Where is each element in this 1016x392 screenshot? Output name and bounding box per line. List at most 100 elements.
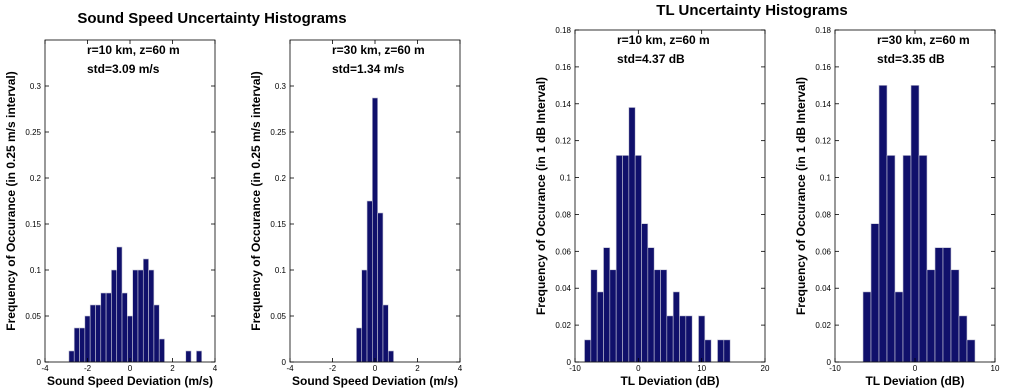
histogram-bar — [723, 339, 731, 363]
x-tick-label: 2 — [415, 364, 420, 373]
histogram-bar — [95, 304, 102, 363]
histogram-bar — [704, 339, 712, 363]
annotation-line: r=30 km, z=60 m — [877, 33, 970, 47]
histogram-bar — [672, 291, 680, 363]
histogram-bar — [158, 338, 165, 363]
histogram-bar — [84, 315, 91, 363]
histogram-bar — [647, 247, 655, 363]
histogram-bar — [894, 291, 904, 363]
y-tick-label: 0.1 — [30, 266, 42, 275]
histogram-bar — [950, 269, 960, 363]
histogram-bar — [361, 269, 368, 363]
histogram-bar — [910, 85, 920, 363]
x-tick-label: 10 — [991, 364, 1000, 373]
histogram-tl-r30: -10 0 1000.020.040.060.080.10.120.140.160.… — [794, 26, 1000, 388]
y-tick-label: 0.16 — [815, 63, 831, 72]
annotation-line: r=30 km, z=60 m — [332, 43, 425, 57]
y-tick-label: 0 — [37, 358, 42, 367]
histogram-ss-r30: -4 -2 0 2 4 0 0.05 0.1 0.15 0.2 0.25 0.3 Sound Speed… — [249, 39, 463, 388]
y-tick-label: 0.1 — [820, 174, 832, 183]
histogram-bar — [717, 339, 725, 363]
y-axis-label: Frequency of Occurance (in 1 dB Interval… — [534, 77, 548, 315]
x-tick-label: -2 — [84, 364, 92, 373]
y-tick-label: 0.16 — [555, 63, 571, 72]
y-tick-label: 0.12 — [555, 137, 571, 146]
x-axis-label: TL Deviation (dB) — [620, 374, 719, 388]
histogram-bar — [653, 269, 661, 363]
x-tick-label: -10 — [569, 364, 581, 373]
y-tick-label: 0.18 — [555, 26, 571, 35]
histogram-bar — [79, 327, 86, 363]
histogram-bar — [609, 269, 617, 363]
y-axis-label: Frequency of Occurance (in 0.25 m/s inte… — [249, 71, 263, 330]
histogram-bar — [878, 85, 888, 363]
histogram-bar — [100, 292, 107, 363]
axes-frame — [574, 29, 766, 363]
histogram-bar — [628, 107, 636, 363]
x-tick-label: 20 — [761, 364, 770, 373]
histogram-bar — [685, 315, 693, 363]
x-tick-label: 4 — [458, 364, 463, 373]
histogram-bar — [679, 315, 687, 363]
y-tick-label: 0.04 — [815, 284, 831, 293]
histogram-bar — [387, 350, 394, 363]
y-tick-label: 0.15 — [25, 220, 41, 229]
y-tick-label: 0.02 — [555, 321, 571, 330]
histogram-bar — [634, 155, 642, 363]
histogram-bar — [89, 304, 96, 363]
y-tick-label: 0.14 — [815, 100, 831, 109]
histogram-bar — [942, 247, 952, 363]
x-tick-label: 2 — [170, 364, 175, 373]
histogram-bar — [584, 339, 592, 363]
histogram-bar — [127, 315, 133, 363]
y-tick-label: 0.25 — [270, 128, 286, 137]
y-tick-label: 0.12 — [815, 137, 831, 146]
y-tick-label: 0.3 — [275, 82, 287, 91]
y-tick-label: 0.02 — [815, 321, 831, 330]
histogram-bar — [116, 246, 123, 363]
histogram-bar — [603, 247, 611, 363]
histogram-bar — [111, 269, 118, 363]
y-tick-label: 0.04 — [555, 284, 571, 293]
histogram-bar — [382, 304, 389, 363]
x-tick-label: 0 — [636, 364, 641, 373]
histogram-bar — [902, 155, 912, 363]
y-tick-label: 0.1 — [560, 174, 572, 183]
annotation-line: std=1.34 m/s — [332, 62, 405, 76]
y-tick-label: 0.2 — [275, 174, 287, 183]
histogram-bar — [596, 291, 604, 363]
x-tick-label: 0 — [373, 364, 378, 373]
histogram-bar — [142, 258, 149, 363]
y-tick-label: 0 — [567, 358, 572, 367]
histogram-bar — [68, 350, 75, 363]
x-tick-label: -10 — [829, 364, 841, 373]
y-tick-label: 0.05 — [25, 312, 41, 321]
histogram-bar — [966, 339, 976, 363]
histogram-bar — [615, 155, 623, 363]
histogram-bar — [590, 269, 598, 363]
y-tick-label: 0 — [282, 358, 287, 367]
y-tick-label: 0.08 — [815, 210, 831, 219]
y-axis-label: Frequency of Occurance (in 0.25 m/s inte… — [4, 71, 18, 330]
annotation-line: std=3.09 m/s — [87, 62, 160, 76]
histogram-bar — [641, 223, 649, 363]
x-tick-label: 10 — [697, 364, 706, 373]
histogram-bar — [886, 155, 896, 363]
y-tick-label: 0.25 — [25, 128, 41, 137]
y-tick-label: 0.08 — [555, 210, 571, 219]
y-tick-label: 0.1 — [275, 266, 287, 275]
histogram-bar — [372, 97, 378, 363]
x-tick-label: -4 — [286, 364, 294, 373]
histogram-bar — [121, 292, 128, 363]
histogram-ss-r10: -4 -2 0 2 4 0 0.05 0.1 0.15 0.2 0.25 0.3 Sound Speed… — [4, 39, 218, 388]
histogram-bar — [153, 304, 160, 363]
y-axis-label: Frequency of Occurance (in 1 dB Interval… — [794, 77, 808, 315]
x-tick-label: -2 — [329, 364, 337, 373]
y-tick-label: 0.06 — [815, 247, 831, 256]
histogram-bar — [185, 350, 192, 363]
x-tick-label: -4 — [41, 364, 49, 373]
annotation-line: std=4.37 dB — [617, 52, 685, 66]
annotation-line: r=10 km, z=60 m — [617, 33, 710, 47]
x-axis-label: TL Deviation (dB) — [865, 374, 964, 388]
histogram-bar — [137, 269, 144, 363]
